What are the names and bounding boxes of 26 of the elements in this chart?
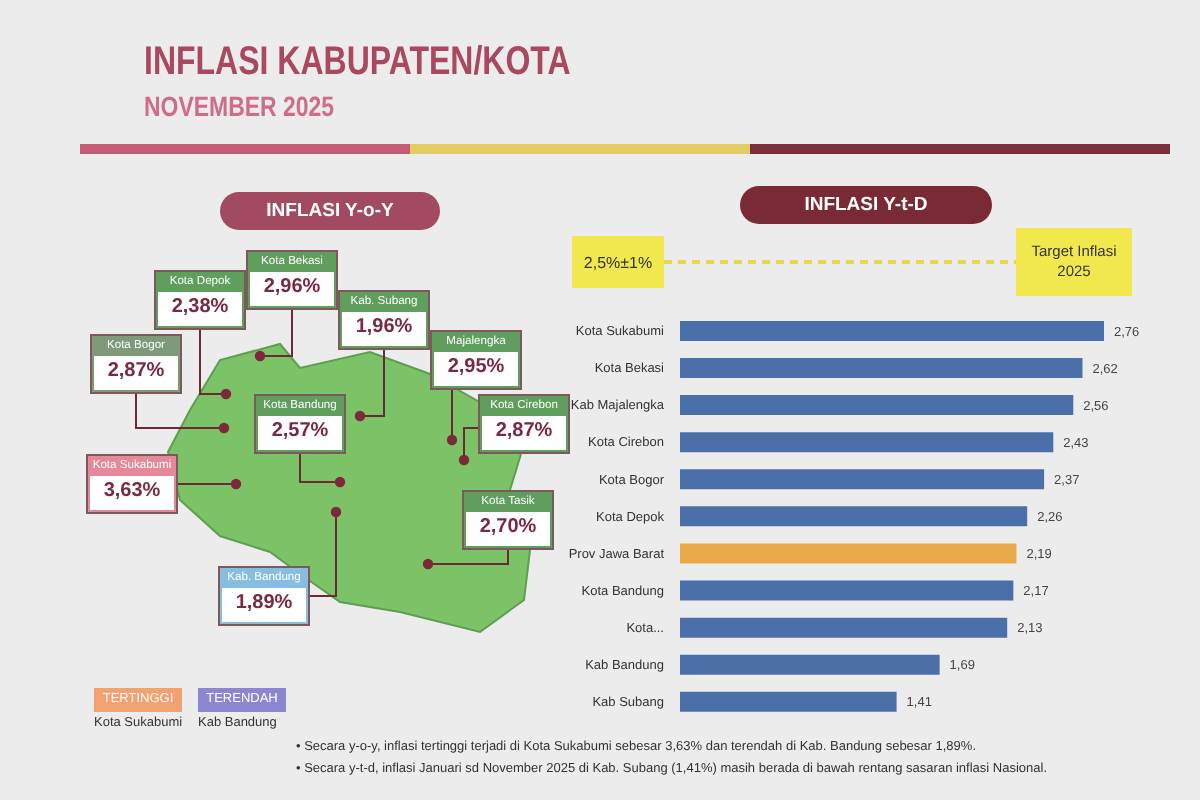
bar [680, 691, 897, 712]
data-label: 2,57% [269, 418, 331, 446]
bar [680, 320, 1104, 341]
data-label: 2,95% [445, 354, 507, 382]
data-label: 1,96% [353, 314, 415, 342]
bar [680, 469, 1045, 490]
data-label: 2,38% [169, 294, 231, 322]
text: NOVEMBER 2025 [144, 90, 335, 122]
text: INFLASI KABUPATEN/KOTA [144, 40, 571, 86]
bar [680, 506, 1028, 527]
bar [680, 543, 1017, 564]
data-label: 2,96% [261, 274, 323, 302]
bar [680, 432, 1054, 453]
data-label: 2,87% [105, 358, 167, 386]
bar [680, 395, 1074, 416]
chart-title: INFLASI Y-t-D [740, 186, 992, 224]
data-label: 2,87% [493, 418, 555, 446]
bar [680, 580, 1014, 601]
data-label: 3,63% [101, 478, 163, 506]
text: INFLASI Y-o-Y [220, 192, 440, 230]
data-label: 1,89% [233, 590, 295, 618]
text: 2,5%±1% [572, 236, 664, 288]
bar [680, 617, 1008, 638]
data-label: 2,70% [477, 514, 539, 542]
bar [680, 654, 940, 675]
bar [680, 357, 1083, 378]
